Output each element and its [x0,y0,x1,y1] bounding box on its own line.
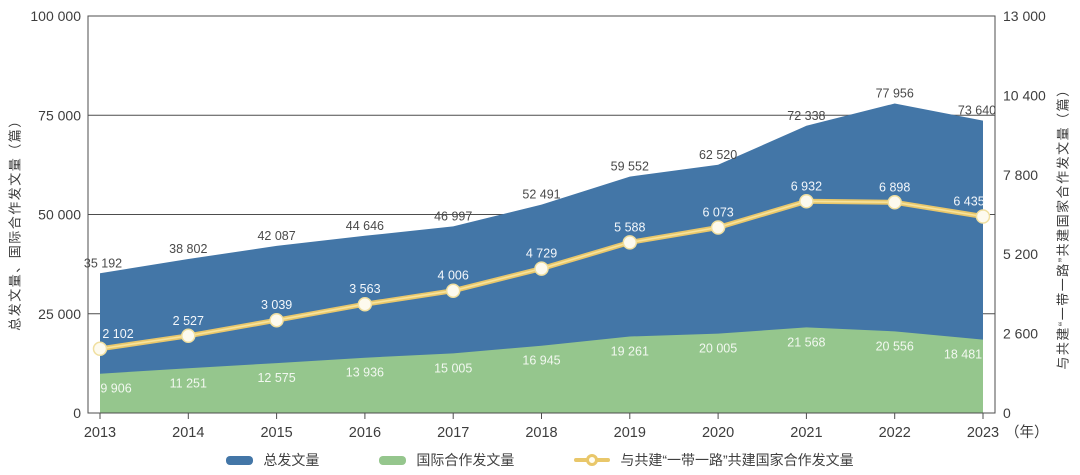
legend: 总发文量 国际合作发文量 与共建“一带一路”共建国家合作发文量 [0,450,1080,470]
value-label: 21 568 [787,335,825,349]
bri-marker [622,235,638,250]
value-label: 15 005 [434,361,472,375]
year-label: 2019 [614,425,646,441]
bri-marker [357,296,373,312]
bri-legend-dot [586,454,599,466]
value-label: 42 087 [257,229,295,243]
year-label: 2023 [967,425,999,441]
right-axis-ticks: 0 2 600 5 200 7 800 10 400 13 000 [1003,8,1046,421]
labels-bri: 2 102 2 527 3 039 3 563 4 006 4 729 5 588 6 073… [102,179,984,340]
year-label: 2016 [349,425,381,441]
legend-item-total: 总发文量 [226,450,319,470]
left-tick-label: 75 000 [38,107,81,123]
value-label: 44 646 [346,219,384,233]
right-tick-label: 5 200 [1003,246,1038,262]
year-label: 2017 [437,425,469,441]
value-label: 59 552 [611,160,649,174]
bri-line-marker-icon [574,454,611,466]
value-label: 19 261 [611,345,649,359]
year-label: 2014 [172,425,204,441]
value-label: 4 006 [438,269,469,283]
value-label: 77 956 [876,87,914,101]
value-label: 2 102 [102,327,133,341]
bri-marker [887,195,902,210]
bri-marker [534,261,549,276]
value-label: 46 997 [434,209,472,223]
value-label: 6 435 [953,195,984,209]
year-label: 2020 [702,425,734,441]
year-label: 2018 [525,425,557,441]
labels-total: 35 192 38 802 42 087 44 646 46 997 52 491 59 5… [84,87,996,271]
value-label: 72 338 [787,109,825,123]
value-label: 4 729 [526,247,557,261]
value-label: 13 936 [346,366,384,380]
legend-label-intl: 国际合作发文量 [416,452,515,468]
x-axis: 2013 2014 2015 2016 2017 2018 2019 2020 2021 2022… [84,413,1049,441]
x-unit-label: （年） [1005,424,1049,441]
bri-marker [975,209,991,224]
legend-label-bri: 与共建“一带一路”共建国家合作发文量 [620,452,854,468]
area-intl [100,327,983,413]
value-label: 11 251 [170,376,207,390]
left-tick-label: 50 000 [38,207,81,223]
right-tick-label: 2 600 [1003,326,1038,342]
value-label: 16 945 [522,354,560,368]
value-label: 2 527 [173,314,204,328]
year-label: 2013 [84,425,116,441]
value-label: 9 906 [100,382,131,396]
value-label: 12 575 [257,371,295,385]
right-tick-label: 10 400 [1003,87,1046,103]
legend-label-total: 总发文量 [263,452,320,468]
legend-item-intl: 国际合作发文量 [379,450,514,470]
year-label: 2021 [790,425,822,441]
left-tick-label: 0 [73,405,81,421]
left-tick-label: 25 000 [38,306,81,322]
value-label: 35 192 [84,256,122,270]
value-label: 62 520 [699,148,737,162]
bri-marker [269,312,284,328]
value-label: 6 932 [791,179,822,193]
intl-swatch-icon [379,455,407,465]
left-axis-ticks: 0 25 000 50 000 75 000 100 000 [30,8,81,421]
right-tick-label: 7 800 [1003,167,1038,183]
right-axis-title-text: 与共建“一带一路”共建国家合作发文量（篇） [1055,82,1071,370]
value-label: 3 039 [261,298,292,312]
value-label: 20 005 [699,342,737,356]
left-axis-title-text: 总发文量、国际合作发文量（篇） [7,113,23,331]
value-label: 38 802 [169,242,207,256]
value-label: 3 563 [349,282,380,296]
value-label: 6 073 [702,206,733,220]
bri-marker [799,194,814,209]
value-label: 52 491 [522,188,560,202]
bri-marker [710,220,726,235]
value-label: 20 556 [876,339,914,353]
value-label: 73 640 [958,104,996,118]
right-tick-label: 13 000 [1003,8,1046,24]
legend-item-bri: 与共建“一带一路”共建国家合作发文量 [574,450,854,470]
year-label: 2015 [260,425,292,441]
bri-marker [181,328,196,344]
year-label: 2022 [879,425,911,441]
value-label: 6 898 [879,180,910,194]
value-label: 18 481 [944,348,982,362]
right-tick-label: 0 [1003,405,1011,421]
left-tick-label: 100 000 [30,8,81,24]
bri-marker [92,341,108,357]
bri-markers [92,194,991,357]
value-label: 5 588 [614,220,645,234]
total-swatch-icon [226,455,254,465]
labels-intl: 9 906 11 251 12 575 13 936 15 005 16 945 19 26… [100,335,982,395]
bri-marker [445,283,461,298]
